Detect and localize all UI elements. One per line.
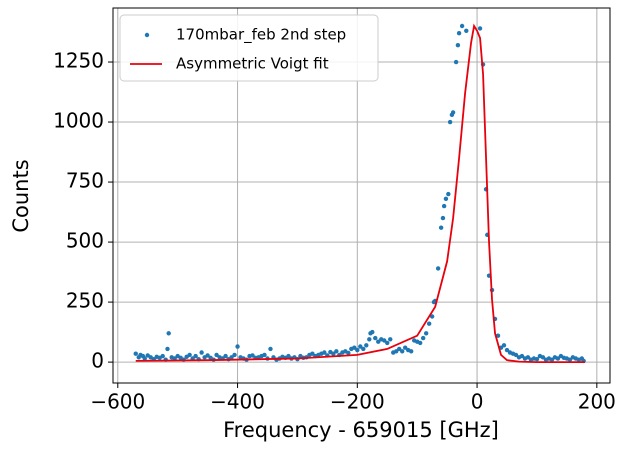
data-point bbox=[464, 28, 469, 34]
data-point bbox=[417, 340, 423, 346]
y-tick-label: 250 bbox=[66, 289, 104, 313]
x-tick-label: 200 bbox=[578, 390, 616, 414]
data-point bbox=[477, 26, 483, 31]
data-point bbox=[142, 356, 147, 361]
data-point bbox=[534, 357, 540, 362]
x-tick-label: 0 bbox=[471, 390, 484, 414]
data-point bbox=[376, 339, 381, 344]
data-point bbox=[519, 353, 525, 359]
y-tick-label: 750 bbox=[66, 169, 104, 193]
data-point bbox=[501, 343, 507, 348]
data-point bbox=[443, 196, 449, 202]
data-point bbox=[423, 331, 429, 336]
data-point bbox=[513, 352, 519, 358]
data-point bbox=[193, 353, 198, 359]
plot-frame bbox=[112, 7, 611, 384]
data-point bbox=[420, 335, 426, 341]
data-point bbox=[388, 337, 393, 342]
data-point bbox=[438, 225, 444, 230]
data-point bbox=[355, 347, 360, 353]
data-point bbox=[373, 335, 378, 341]
data-point bbox=[446, 191, 451, 197]
data-point bbox=[346, 350, 351, 356]
data-point bbox=[549, 357, 555, 362]
data-point bbox=[331, 351, 336, 356]
x-tick-label: −600 bbox=[90, 390, 145, 414]
data-point bbox=[441, 203, 447, 209]
data-point bbox=[525, 355, 531, 360]
legend-label: 170mbar_feb 2nd step bbox=[176, 26, 346, 45]
data-point bbox=[555, 356, 561, 361]
data-point bbox=[459, 23, 465, 29]
data-point bbox=[440, 215, 446, 221]
data-point bbox=[394, 349, 399, 354]
data-point bbox=[504, 347, 510, 353]
data-point bbox=[447, 119, 453, 125]
data-point bbox=[352, 345, 357, 350]
data-point bbox=[235, 344, 240, 349]
legend-marker bbox=[144, 32, 150, 38]
data-point bbox=[435, 266, 441, 271]
data-point bbox=[165, 346, 170, 352]
x-tick-label: −400 bbox=[210, 390, 265, 414]
data-point bbox=[450, 110, 456, 115]
data-point bbox=[426, 321, 432, 326]
data-point bbox=[382, 338, 387, 343]
y-tick-label: 0 bbox=[91, 349, 104, 373]
data-point bbox=[403, 345, 408, 350]
data-point bbox=[456, 31, 462, 36]
data-point bbox=[262, 352, 267, 358]
x-axis-label: Frequency - 659015 [GHz] bbox=[223, 418, 499, 442]
data-point bbox=[160, 353, 165, 359]
data-point bbox=[370, 329, 375, 335]
y-tick-label: 500 bbox=[66, 229, 104, 253]
data-point bbox=[455, 43, 461, 48]
data-point bbox=[310, 351, 315, 356]
data-point bbox=[567, 357, 573, 362]
data-point bbox=[205, 353, 210, 358]
data-point bbox=[334, 349, 339, 354]
data-point bbox=[214, 352, 219, 358]
data-point bbox=[286, 353, 291, 359]
y-axis-label: Counts bbox=[9, 159, 33, 232]
data-point bbox=[229, 355, 234, 360]
data-point bbox=[199, 350, 204, 355]
data-point bbox=[429, 314, 435, 319]
data-point bbox=[358, 344, 363, 349]
data-point bbox=[166, 331, 171, 336]
data-point bbox=[364, 343, 369, 348]
data-point bbox=[133, 351, 138, 356]
data-point bbox=[385, 340, 390, 346]
data-point bbox=[268, 346, 273, 352]
data-point bbox=[322, 350, 327, 355]
data-point bbox=[540, 355, 546, 360]
y-tick-label: 1000 bbox=[53, 109, 104, 133]
data-point bbox=[232, 352, 237, 358]
data-point bbox=[223, 353, 228, 359]
legend-box bbox=[119, 14, 379, 82]
x-tick-label: −200 bbox=[330, 390, 385, 414]
y-tick-label: 1250 bbox=[53, 49, 104, 73]
data-point bbox=[361, 346, 366, 352]
data-point bbox=[367, 337, 372, 342]
data-point bbox=[453, 59, 459, 65]
data-point bbox=[400, 349, 405, 354]
legend-label: Asymmetric Voigt fit bbox=[176, 55, 329, 73]
data-point bbox=[187, 352, 192, 358]
data-point bbox=[397, 346, 402, 352]
data-point bbox=[409, 349, 414, 354]
fit-line bbox=[135, 23, 585, 364]
data-point bbox=[250, 353, 255, 358]
